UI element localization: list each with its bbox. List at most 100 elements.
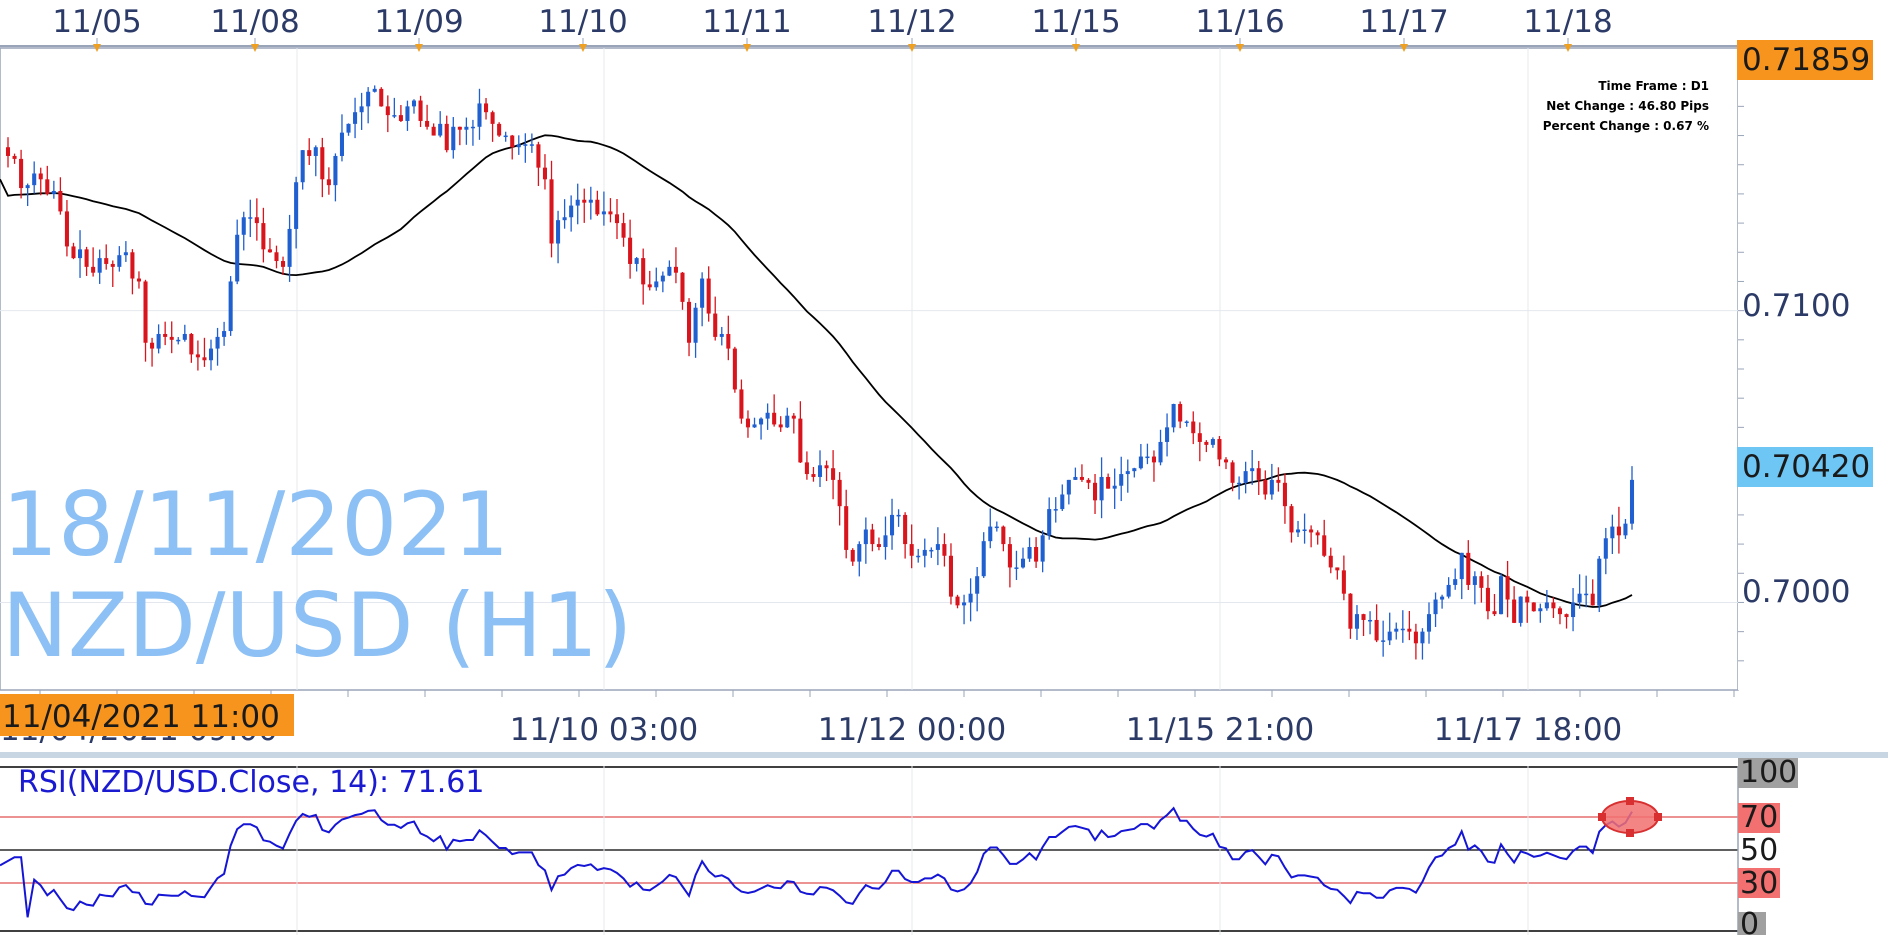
candle [1315,530,1320,545]
candle [1132,467,1137,478]
candle-body [562,217,567,221]
rsi-marker-handle-right[interactable] [1654,813,1662,821]
candle [739,379,744,424]
candle [542,154,547,190]
top-date-marker-icon [908,44,916,52]
candle [529,133,534,153]
candle-body [320,147,325,180]
candle [890,498,895,550]
top-date-marker-icon [1072,44,1080,52]
candle [968,578,973,622]
candle-body [1381,640,1386,642]
rsi-marker-handle-top[interactable] [1626,797,1634,805]
candle [438,111,443,138]
candle [1544,589,1549,611]
candle [281,256,286,275]
candle-body [739,389,744,419]
candle [143,279,148,362]
candle-body [693,307,698,343]
candle [1309,525,1314,548]
rsi-marker-handle-bottom[interactable] [1626,829,1634,837]
pane-divider[interactable] [0,752,1888,758]
candle-body [1616,526,1621,536]
candle-body [32,173,37,186]
candle [660,271,665,293]
candle [1158,429,1163,466]
candle [732,346,737,393]
candle-body [647,284,652,288]
candle [1014,550,1019,580]
candle-body [235,234,240,282]
candle [261,207,266,263]
candle-body [962,602,967,606]
candle [569,195,574,232]
candle-body [556,220,561,244]
watermark-symbol: NZD/USD (H1) [2,574,632,677]
candle-body [1237,482,1242,485]
candle [1165,413,1170,457]
candle-body [903,514,908,545]
candle-body [1479,576,1484,588]
candle [975,567,980,612]
candle-body [857,544,862,562]
rsi-axis-0: 0 [1740,907,1759,935]
candle-body [1250,468,1255,472]
candle [556,210,561,264]
candle-body [208,348,214,361]
candle [1178,401,1183,429]
candle-body [97,258,102,273]
candle-body [497,123,502,136]
candle [169,321,174,354]
top-date-label: 11/12 [867,4,956,40]
candle [208,339,214,371]
candle [706,266,711,322]
candle [1230,460,1235,492]
candle [1466,540,1471,591]
candle [831,450,836,500]
candle-body [1518,596,1523,623]
candle [752,417,757,428]
candle-body [313,147,318,156]
candle-body [1564,614,1569,618]
candle [195,340,200,371]
top-date-label: 11/05 [52,4,141,40]
candle-body [411,100,417,107]
candle-body [1407,628,1412,632]
candle [1420,628,1425,660]
candle [1047,497,1052,540]
rsi-marker-handle-left[interactable] [1598,813,1606,821]
candle-body [529,144,534,146]
candle [745,410,750,438]
candle-body [549,179,554,244]
candle-body [968,593,973,603]
candle-body [503,135,508,138]
candle-body [398,115,403,121]
candle-body [726,333,731,349]
candle [130,249,135,295]
candle [510,134,515,160]
candle-body [1387,631,1392,641]
candle-body [1197,433,1202,442]
candle [1256,460,1261,496]
candle-body [1512,599,1517,623]
time-label-1: 11/12 00:00 [818,712,1007,748]
candle [1001,525,1006,552]
candle [687,298,692,357]
candle-body [1368,619,1373,622]
candle-body [117,255,122,267]
candle-body [621,223,626,238]
candle-body [1145,456,1150,459]
rsi-highlight-marker[interactable] [1601,800,1659,834]
candle [1125,459,1130,493]
candle [176,337,181,345]
candle-body [451,126,456,151]
candle [575,183,580,225]
candle [431,123,436,136]
candle-body [71,246,76,259]
candle-body [929,549,934,552]
candle [385,95,390,133]
candle-body [614,214,620,224]
candle [863,517,868,564]
candle [1145,443,1150,465]
candle [549,160,554,258]
